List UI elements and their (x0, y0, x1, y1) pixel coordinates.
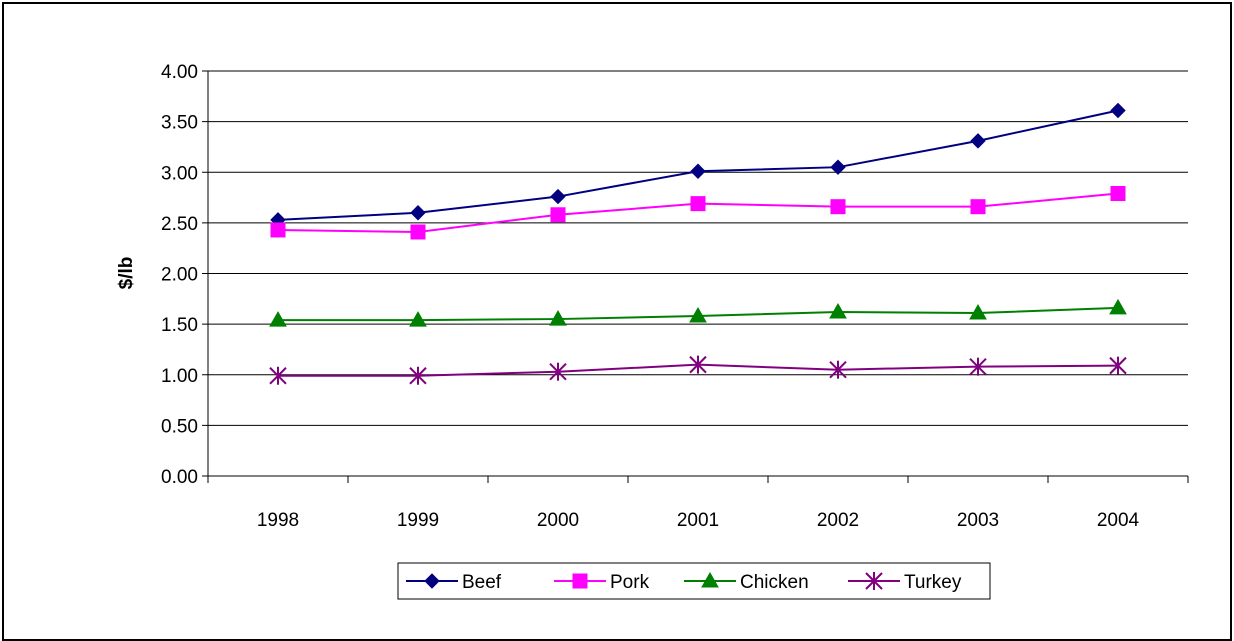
legend-marker-beef (424, 573, 440, 589)
data-point-pork (830, 199, 846, 215)
data-point-turkey (969, 357, 987, 376)
data-point-turkey (409, 366, 427, 385)
x-tick-label: 2004 (1097, 510, 1140, 531)
legend-label-beef: Beef (462, 572, 502, 593)
data-point-turkey (269, 366, 287, 385)
legend: Beef Pork Chicken Turkey (397, 562, 991, 600)
axes (202, 70, 1189, 483)
data-point-pork (690, 196, 706, 212)
y-tick-label: 0.50 (161, 416, 198, 437)
data-point-turkey (829, 360, 847, 379)
data-point-pork (1110, 186, 1126, 202)
legend-marker-pork (572, 573, 588, 589)
data-point-beef (1110, 102, 1126, 119)
series-turkey (269, 355, 1127, 385)
series-pork (270, 186, 1126, 240)
x-tick-label: 2000 (537, 510, 579, 531)
data-point-beef (830, 159, 846, 175)
legend-label-turkey: Turkey (904, 572, 962, 593)
data-point-pork (410, 224, 426, 240)
data-point-pork (970, 199, 986, 215)
data-point-pork (550, 207, 566, 223)
y-axis-title: $/lb (116, 257, 137, 290)
legend-entry-chicken: Chicken (684, 571, 809, 593)
x-tick-labels: 1998 1999 2000 2001 2002 2003 2004 (257, 510, 1140, 531)
data-point-beef (410, 205, 426, 221)
data-point-chicken (269, 311, 287, 327)
data-point-turkey (689, 355, 707, 374)
legend-marker-turkey (865, 572, 883, 590)
data-point-beef (970, 133, 986, 149)
data-point-chicken (829, 302, 847, 319)
series-layer (269, 102, 1127, 385)
y-tick-label: 1.50 (161, 315, 198, 336)
y-tick-label: 4.00 (161, 62, 198, 83)
data-point-chicken (689, 307, 707, 323)
data-point-chicken (549, 310, 567, 326)
y-tick-label: 3.50 (161, 113, 198, 134)
data-point-chicken (409, 311, 427, 327)
legend-entry-pork: Pork (554, 572, 650, 593)
y-tick-label: 1.00 (161, 366, 198, 387)
y-tick-label: 2.50 (161, 214, 198, 235)
y-tick-label: 3.00 (161, 163, 198, 184)
x-tick-label: 2001 (677, 510, 719, 531)
legend-entry-turkey: Turkey (848, 572, 962, 593)
legend-label-chicken: Chicken (740, 572, 809, 593)
data-point-beef (550, 188, 566, 205)
y-tick-label: 2.00 (161, 265, 198, 286)
x-tick-label: 1998 (257, 510, 299, 531)
legend-entry-beef: Beef (406, 572, 502, 593)
series-chicken (269, 298, 1127, 327)
x-tick-label: 2003 (957, 510, 999, 531)
y-tick-label: 0.00 (161, 467, 198, 488)
data-point-turkey (549, 362, 567, 381)
data-point-pork (270, 222, 286, 238)
data-point-turkey (1109, 356, 1127, 375)
x-tick-label: 1999 (397, 510, 439, 531)
legend-label-pork: Pork (610, 572, 650, 593)
data-point-chicken (969, 303, 987, 320)
x-tick-label: 2002 (817, 510, 859, 531)
data-point-chicken (1109, 298, 1127, 315)
legend-marker-chicken (701, 571, 719, 588)
data-point-beef (690, 163, 706, 179)
y-tick-labels: 0.00 0.50 1.00 1.50 2.00 2.50 3.00 3.50 4.00 (161, 62, 198, 488)
